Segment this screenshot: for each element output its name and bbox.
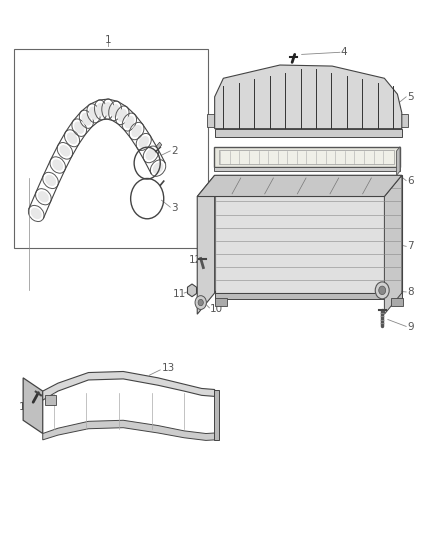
Circle shape bbox=[375, 282, 389, 299]
Text: 12: 12 bbox=[188, 255, 201, 265]
Ellipse shape bbox=[145, 149, 156, 160]
FancyBboxPatch shape bbox=[219, 150, 394, 164]
Bar bbox=[156, 142, 162, 149]
Polygon shape bbox=[215, 175, 402, 293]
Ellipse shape bbox=[96, 103, 105, 117]
Polygon shape bbox=[23, 378, 43, 433]
Ellipse shape bbox=[67, 132, 78, 144]
Text: 4: 4 bbox=[341, 47, 347, 57]
Text: 1: 1 bbox=[105, 35, 111, 45]
Ellipse shape bbox=[45, 175, 56, 186]
Text: 8: 8 bbox=[407, 287, 413, 297]
Ellipse shape bbox=[81, 113, 91, 126]
Text: 3: 3 bbox=[171, 203, 178, 213]
Ellipse shape bbox=[89, 107, 98, 120]
Text: 13: 13 bbox=[162, 364, 175, 373]
Text: 10: 10 bbox=[210, 304, 223, 314]
Polygon shape bbox=[214, 167, 400, 171]
Bar bbox=[215, 298, 227, 306]
Polygon shape bbox=[43, 420, 215, 440]
Bar bbox=[214, 390, 219, 440]
Ellipse shape bbox=[117, 109, 127, 122]
Bar bbox=[14, 49, 208, 248]
Text: 14: 14 bbox=[19, 402, 32, 412]
Bar bbox=[391, 298, 403, 306]
Ellipse shape bbox=[111, 104, 120, 118]
Polygon shape bbox=[43, 372, 215, 400]
Polygon shape bbox=[215, 65, 402, 128]
Text: 2: 2 bbox=[171, 146, 178, 156]
Ellipse shape bbox=[138, 136, 149, 148]
FancyBboxPatch shape bbox=[214, 147, 400, 167]
Text: 6: 6 bbox=[407, 175, 413, 185]
Circle shape bbox=[195, 296, 206, 310]
Circle shape bbox=[198, 300, 203, 306]
Bar bbox=[45, 395, 56, 406]
Bar bbox=[207, 114, 218, 127]
Text: 9: 9 bbox=[407, 322, 413, 333]
Text: 5: 5 bbox=[407, 92, 413, 102]
Polygon shape bbox=[187, 284, 197, 297]
Ellipse shape bbox=[60, 145, 70, 157]
Polygon shape bbox=[385, 175, 402, 314]
Text: 11: 11 bbox=[172, 289, 186, 299]
Bar bbox=[397, 114, 408, 127]
Ellipse shape bbox=[153, 162, 163, 174]
Ellipse shape bbox=[104, 102, 112, 116]
Ellipse shape bbox=[124, 116, 134, 128]
Circle shape bbox=[379, 286, 386, 295]
Polygon shape bbox=[215, 293, 402, 300]
Polygon shape bbox=[215, 128, 402, 136]
Ellipse shape bbox=[74, 122, 85, 134]
Polygon shape bbox=[396, 147, 400, 175]
Ellipse shape bbox=[38, 191, 49, 203]
Ellipse shape bbox=[52, 159, 63, 171]
Text: 7: 7 bbox=[407, 241, 413, 252]
Ellipse shape bbox=[31, 208, 42, 219]
Ellipse shape bbox=[131, 125, 142, 137]
Polygon shape bbox=[197, 175, 215, 314]
Polygon shape bbox=[197, 175, 402, 197]
